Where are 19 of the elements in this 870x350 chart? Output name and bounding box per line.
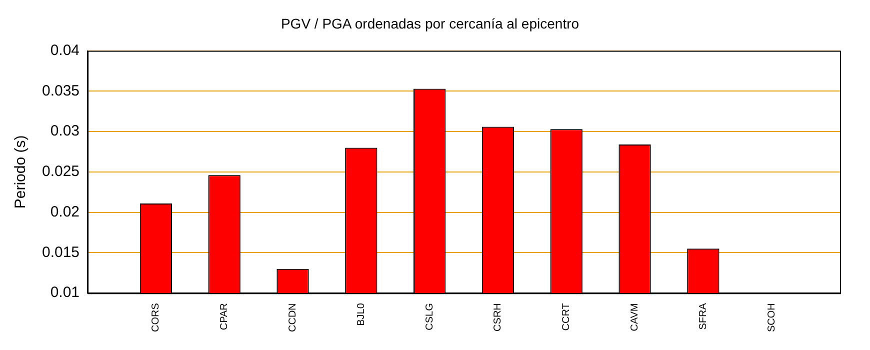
y-tick-label: 0.035: [42, 82, 80, 100]
x-tick-label: CSRH: [492, 303, 504, 332]
y-tick-label: 0.04: [50, 42, 80, 59]
x-tick-label: CCDN: [288, 303, 299, 332]
x-tick-label: CCRT: [561, 303, 572, 331]
x-tick-label: CORS: [150, 302, 162, 332]
x-tick-label: SCOH: [766, 303, 778, 332]
y-tick-label: 0.03: [50, 122, 80, 140]
chart-title: PGV / PGA ordenadas por cercanía al epicentro: [280, 15, 580, 32]
y-tick-label: 0.02: [50, 203, 80, 220]
x-tick-label: CSLG: [424, 302, 436, 330]
y-tick-label: 0.015: [42, 244, 80, 261]
x-tick-label: SFRA: [698, 302, 709, 330]
y-axis-title: Periodo (s): [12, 135, 30, 209]
y-tick-label: 0.025: [42, 163, 80, 180]
x-tick-label: BJL0: [356, 302, 367, 326]
x-tick-label: CPAR: [219, 303, 230, 330]
y-tick-label: 0.01: [50, 284, 80, 302]
x-tick-label: CAVM: [630, 303, 641, 332]
